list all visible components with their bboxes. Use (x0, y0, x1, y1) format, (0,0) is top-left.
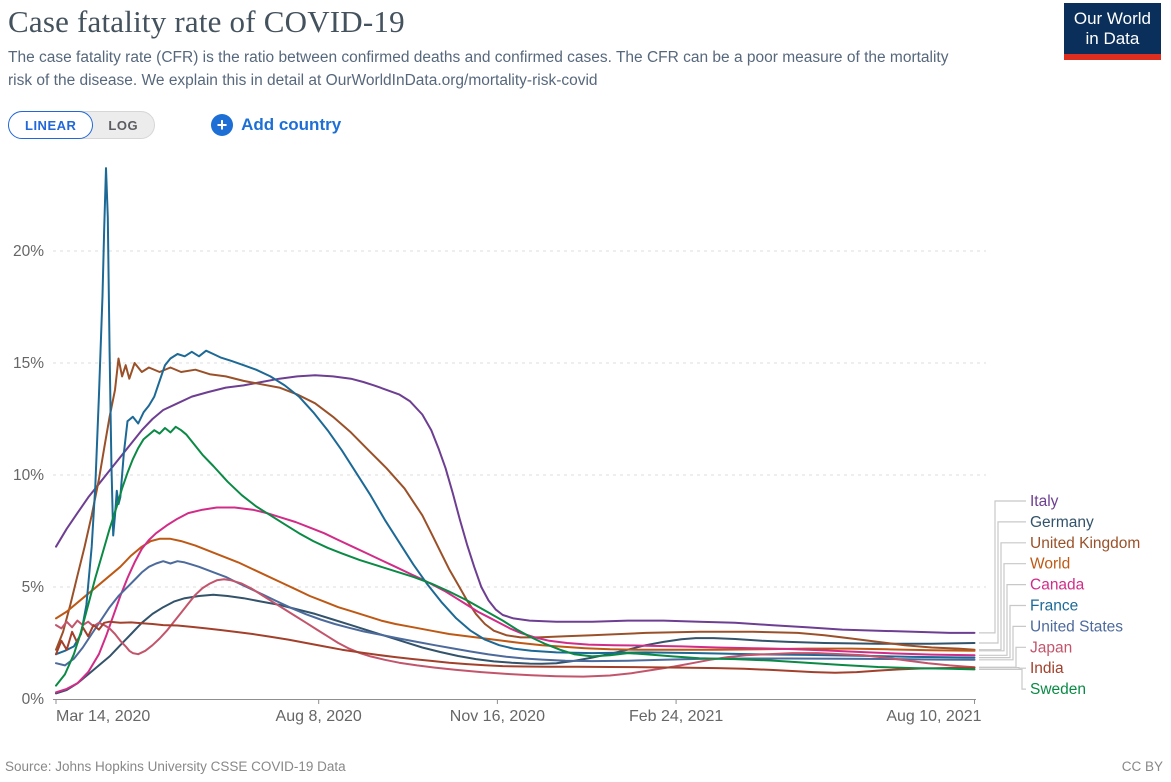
y-tick-label-0: 0% (22, 691, 45, 708)
legend-item-germany[interactable]: Germany (1030, 514, 1094, 531)
legend-connector-united-kingdom (979, 542, 1026, 651)
x-tick-label-1: Aug 8, 2020 (276, 708, 362, 725)
chart-footer: Source: Johns Hopkins University CSSE CO… (5, 759, 1163, 774)
legend-item-india[interactable]: India (1030, 660, 1064, 677)
legend-connector-germany (979, 521, 1026, 644)
legend-connector-india (979, 667, 1026, 669)
legend-connector-italy (979, 500, 1026, 634)
legend-connector-united-states (979, 625, 1026, 661)
chart-title: Case fatality rate of COVID-19 (8, 4, 405, 39)
series-line-france[interactable] (55, 167, 976, 659)
series-line-united-states[interactable] (55, 560, 976, 667)
x-tick-label-0: Mar 14, 2020 (56, 708, 150, 725)
series-line-canada[interactable] (55, 506, 976, 694)
scale-toggle: LINEAR LOG (8, 111, 156, 139)
series-line-united-kingdom[interactable] (55, 357, 976, 651)
y-tick-label-15: 15% (13, 355, 44, 372)
logo-line-1: Our World (1073, 9, 1151, 28)
legend-item-france[interactable]: France (1030, 598, 1078, 615)
legend-item-canada[interactable]: Canada (1030, 577, 1085, 594)
y-tick-label-10: 10% (13, 467, 44, 484)
y-tick-label-20: 20% (13, 243, 44, 260)
legend-connector-canada (979, 584, 1026, 656)
license-note[interactable]: CC BY (1121, 759, 1163, 774)
add-country-label: Add country (241, 115, 342, 134)
x-tick-label-2: Nov 16, 2020 (450, 708, 545, 725)
owid-logo[interactable]: Our World in Data (1063, 3, 1161, 60)
series-line-india[interactable] (55, 620, 976, 674)
chart-subtitle: The case fatality rate (CFR) is the rati… (8, 47, 968, 92)
legend-connector-world (979, 563, 1026, 652)
linear-tab[interactable]: LINEAR (8, 111, 94, 139)
plus-icon: + (211, 114, 234, 136)
controls-row: LINEAR LOG + Add country (8, 111, 341, 139)
legend-item-united-states[interactable]: United States (1030, 618, 1123, 635)
logo-line-2: in Data (1085, 29, 1140, 48)
series-line-sweden[interactable] (55, 425, 976, 687)
log-tab[interactable]: LOG (92, 112, 154, 138)
x-tick-label-3: Feb 24, 2021 (629, 708, 723, 725)
y-tick-label-5: 5% (22, 579, 45, 596)
x-tick-label-4: Aug 10, 2021 (886, 708, 981, 725)
chart-header: Case fatality rate of COVID-19 The case … (8, 0, 968, 92)
series-line-germany[interactable] (55, 593, 976, 695)
subtitle-link[interactable]: OurWorldInData.org/mortality-risk-covid (325, 71, 598, 89)
source-note: Source: Johns Hopkins University CSSE CO… (5, 759, 346, 774)
legend-item-world[interactable]: World (1030, 556, 1070, 573)
add-country-button[interactable]: + Add country (211, 114, 341, 136)
legend-connector-sweden (979, 668, 1026, 690)
subtitle-text: The case fatality rate (CFR) is the rati… (8, 49, 949, 89)
legend-item-united-kingdom[interactable]: United Kingdom (1030, 535, 1140, 552)
series-line-japan[interactable] (55, 578, 976, 678)
series-line-italy[interactable] (55, 374, 976, 634)
legend-item-italy[interactable]: Italy (1030, 493, 1059, 510)
legend-item-japan[interactable]: Japan (1030, 639, 1072, 656)
series-line-world[interactable] (55, 537, 976, 652)
legend-item-sweden[interactable]: Sweden (1030, 681, 1086, 698)
legend-connector-france (979, 604, 1026, 659)
